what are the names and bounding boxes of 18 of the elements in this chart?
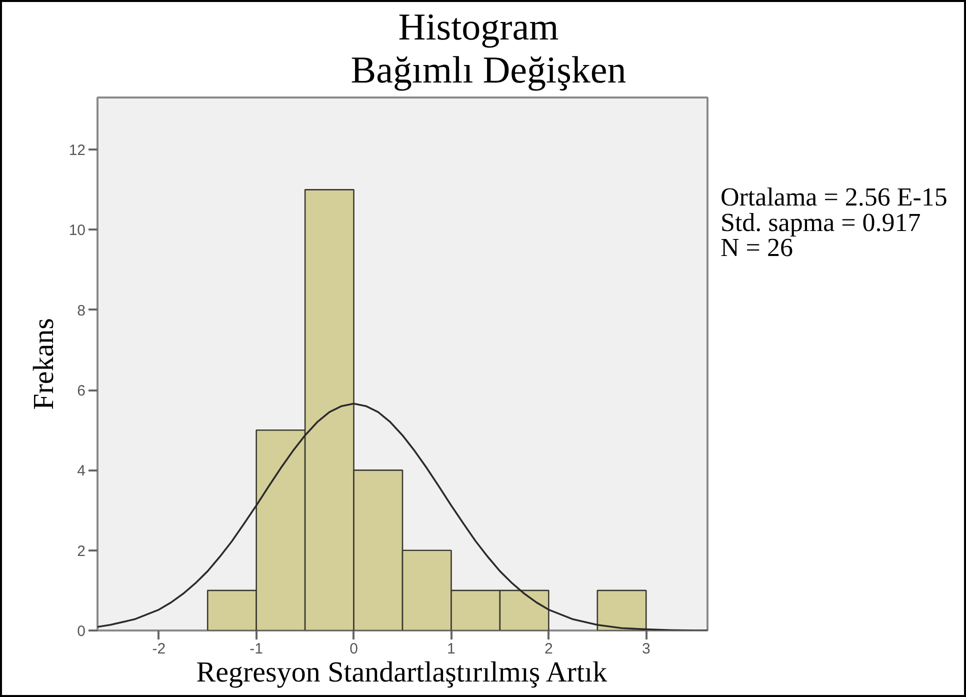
y-tick-label: 8 [77, 302, 86, 320]
y-tick-label: 12 [68, 142, 86, 160]
chart-title: Histogram [398, 6, 559, 48]
x-tick-label: -1 [250, 640, 264, 658]
x-axis-title: Regresyon Standartlaştırılmış Artık [196, 656, 608, 688]
line-series [98, 402, 708, 630]
x-tick-label: 2 [544, 640, 553, 658]
chart-subtitle: Bağımlı Değişken [350, 50, 626, 92]
x-tick-label: 1 [447, 640, 456, 658]
y-tick-label: 4 [77, 462, 86, 480]
x-tick-label: -2 [152, 640, 166, 658]
y-tick-label: 0 [77, 623, 86, 640]
y-tick-label: 2 [77, 542, 86, 560]
x-tick-label: 0 [350, 640, 358, 658]
y-tick-label: 10 [68, 222, 86, 240]
y-tick-label: 6 [77, 382, 86, 400]
x-tick-label: 3 [642, 640, 650, 658]
y-axis-title: Frekans [28, 318, 60, 410]
